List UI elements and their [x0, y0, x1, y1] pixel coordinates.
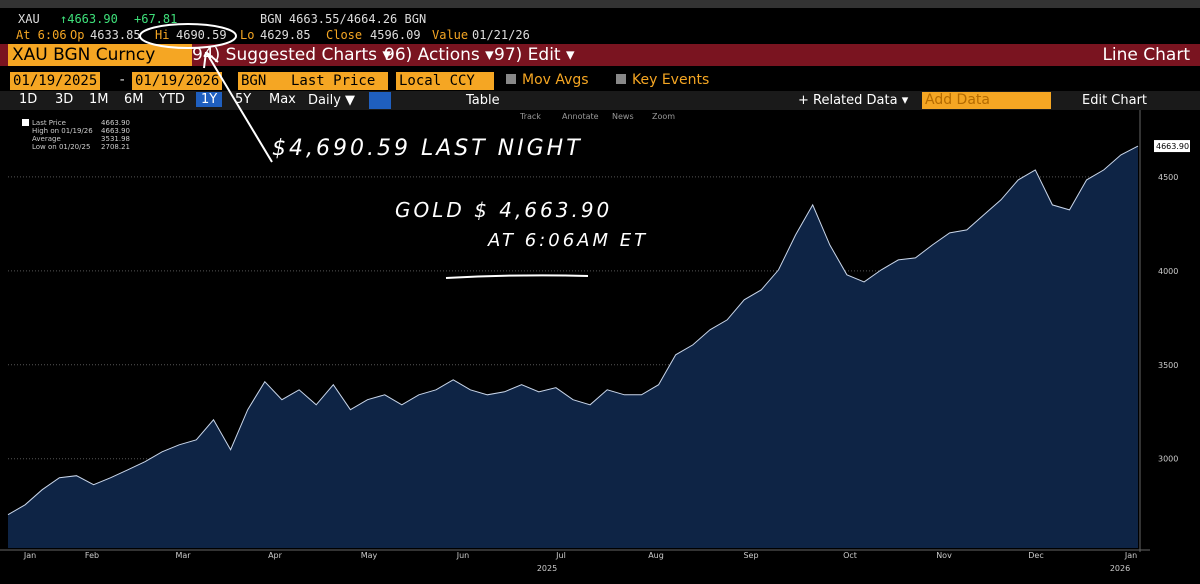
- legend-label: Low on 01/20/25: [32, 143, 90, 151]
- period[interactable]: 1D: [19, 92, 38, 107]
- source[interactable]: BGN: [238, 72, 288, 90]
- x-tick-label: Jan: [23, 551, 36, 560]
- annotation: AT 6:06AM ET: [488, 230, 649, 251]
- menu-item[interactable]: 96) Actions ▾: [384, 45, 494, 65]
- frequency[interactable]: Daily ▼: [308, 93, 356, 108]
- field[interactable]: Last Price: [288, 72, 388, 90]
- legend-swatch: [22, 119, 29, 126]
- line-icon[interactable]: [369, 92, 391, 109]
- high-label: Hi: [155, 28, 170, 42]
- period[interactable]: 1Y: [196, 92, 223, 107]
- close: 4596.09: [370, 28, 421, 42]
- value-date: 01/21/26: [472, 28, 530, 42]
- edit-chart[interactable]: Edit Chart: [1082, 93, 1148, 108]
- period[interactable]: 1M: [89, 92, 109, 107]
- low-label: Lo: [240, 28, 255, 42]
- end-date[interactable]: 01/19/2026: [132, 72, 223, 90]
- x-tick-label: Jul: [555, 551, 566, 560]
- y-tick-label: 4500: [1158, 173, 1178, 182]
- y-tick-label: 3000: [1158, 455, 1178, 464]
- legend-value: 2708.21: [101, 143, 130, 151]
- high: 4690.59: [176, 28, 227, 42]
- x-tick-label: Aug: [648, 551, 664, 560]
- last: ↑4663.90: [60, 12, 118, 26]
- x-tick-label: Jun: [456, 551, 470, 560]
- x-tick-label: Apr: [268, 551, 283, 560]
- security[interactable]: XAU BGN Curncy: [8, 44, 192, 66]
- legend-value: 3531.98: [101, 135, 130, 143]
- table-button[interactable]: Table: [466, 93, 500, 108]
- legend-label: Average: [32, 135, 61, 143]
- value-label: Value: [432, 28, 469, 42]
- underline: [445, 274, 589, 279]
- period[interactable]: YTD: [159, 92, 185, 107]
- legend-label: High on 01/19/26: [32, 127, 93, 135]
- open-label: Op: [70, 28, 85, 42]
- period[interactable]: 3D: [55, 92, 74, 107]
- annotation: GOLD $ 4,663.90: [395, 198, 613, 222]
- menu-bar: [0, 44, 1200, 66]
- mov-avgs[interactable]: Mov Avgs: [522, 72, 589, 88]
- area: [8, 146, 1138, 548]
- tool: Zoom: [652, 112, 675, 121]
- period[interactable]: 5Y: [235, 92, 252, 107]
- x-tick-label: Sep: [743, 551, 758, 560]
- year-label: 2026: [1110, 564, 1130, 573]
- x-tick-label: Oct: [843, 551, 857, 560]
- tool: Annotate: [562, 112, 599, 121]
- chart-kind: Line Chart: [1102, 45, 1190, 65]
- menu-item[interactable]: 97) Edit ▾: [494, 45, 575, 65]
- menu-item[interactable]: 94) Suggested Charts ▾: [192, 45, 391, 65]
- x-tick-label: Dec: [1028, 551, 1043, 560]
- low: 4629.85: [260, 28, 311, 42]
- x-tick-label: Nov: [936, 551, 952, 560]
- currency[interactable]: Local CCY: [396, 72, 494, 90]
- period[interactable]: Max: [269, 92, 296, 107]
- legend-label: Last Price: [32, 119, 66, 127]
- tool: News: [612, 112, 634, 121]
- time: At 6:06: [16, 28, 67, 42]
- chart: 3000 3500 4000 4500 4663.90 Jan Feb Mar Apr May Ju…: [0, 110, 1200, 584]
- start-date[interactable]: 01/19/2025: [10, 72, 101, 90]
- checkbox[interactable]: [616, 74, 626, 84]
- checkbox[interactable]: [506, 74, 516, 84]
- toolbar: [0, 91, 1200, 110]
- bid-ask: BGN 4663.55/4664.26 BGN: [260, 12, 427, 26]
- tool: Track: [519, 112, 541, 121]
- line: [7, 145, 1139, 516]
- x-tick-label: Mar: [175, 551, 191, 560]
- title-bar: [0, 0, 1200, 8]
- add-data[interactable]: Add Data: [922, 92, 1051, 109]
- arrow: [203, 51, 273, 163]
- y-tick-label: 3500: [1158, 361, 1178, 370]
- x-tick-label: Feb: [85, 551, 99, 560]
- circle: [139, 23, 237, 49]
- close-label: Close: [326, 28, 363, 42]
- dash: -: [118, 72, 127, 88]
- legend-value: 4663.90: [101, 119, 130, 127]
- open: 4633.85: [90, 28, 141, 42]
- ticker: XAU: [18, 12, 40, 26]
- legend-value: 4663.90: [101, 127, 130, 135]
- last-tag-bg: [1154, 140, 1190, 153]
- annotation: $4,690.59 LAST NIGHT: [272, 136, 583, 161]
- x-tick-label: Jan: [1124, 551, 1137, 560]
- last-tag: 4663.90: [1156, 142, 1189, 151]
- period[interactable]: 6M: [124, 92, 144, 107]
- y-tick-label: 4000: [1158, 267, 1178, 276]
- change: +67.81: [134, 12, 178, 26]
- year-label: 2025: [537, 564, 557, 573]
- key-events[interactable]: Key Events: [632, 72, 710, 88]
- related-data[interactable]: + Related Data ▾: [798, 93, 909, 108]
- x-tick-label: May: [361, 551, 378, 560]
